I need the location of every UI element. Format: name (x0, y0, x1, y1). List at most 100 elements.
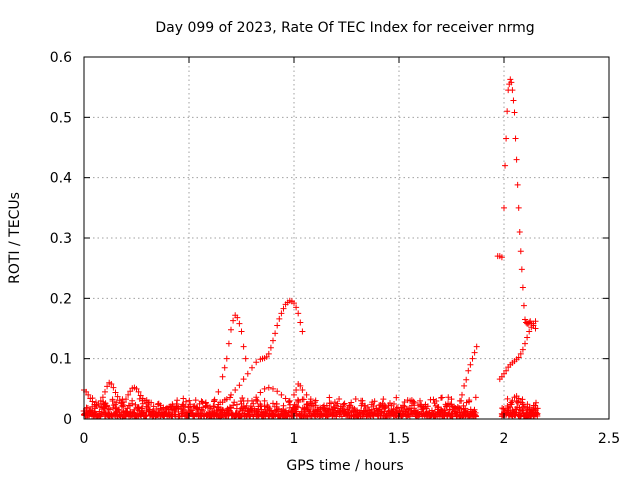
data-point (293, 304, 300, 311)
data-point (276, 315, 283, 322)
data-point (106, 406, 113, 413)
data-point (249, 364, 255, 371)
data-point (524, 334, 531, 341)
data-point (185, 404, 192, 411)
data-point (102, 388, 108, 395)
data-point (430, 396, 437, 403)
data-point (378, 409, 385, 416)
data-point (133, 385, 140, 392)
data-point (526, 404, 533, 411)
data-point (501, 204, 507, 211)
data-point (110, 384, 117, 391)
data-point (341, 400, 348, 407)
data-point (299, 328, 306, 335)
data-point (240, 376, 247, 383)
data-point (291, 300, 297, 307)
data-point (135, 388, 142, 395)
data-point (180, 395, 187, 402)
data-point (340, 401, 347, 408)
y-tick-label: 0.4 (50, 171, 72, 187)
data-point (244, 370, 251, 377)
data-point (135, 404, 142, 411)
data-point (181, 403, 188, 410)
data-point (137, 392, 144, 399)
data-point (458, 397, 465, 404)
data-point (400, 402, 407, 409)
data-point (509, 87, 516, 94)
data-point (522, 340, 528, 347)
data-point (518, 266, 525, 273)
data-point (299, 387, 306, 394)
data-point (210, 403, 217, 410)
axes: 0 0.5 1 1.5 2 2.5 0 0.1 0.2 0.3 0.4 0.5 0.6 (50, 50, 620, 447)
data-point (272, 330, 279, 337)
data-point (391, 401, 398, 408)
data-point (473, 343, 480, 350)
data-point (307, 406, 314, 413)
data-point (211, 396, 218, 403)
data-point (278, 391, 285, 398)
y-tick-label: 0.2 (50, 291, 72, 307)
data-point (139, 400, 146, 407)
data-point (445, 394, 452, 401)
data-points (80, 76, 541, 420)
data-point (312, 402, 319, 409)
data-point (221, 364, 228, 371)
data-point (504, 402, 511, 409)
data-point (504, 395, 511, 402)
data-point (261, 403, 268, 410)
data-point (219, 373, 226, 380)
data-point (110, 402, 117, 409)
data-point (274, 406, 281, 413)
data-point (104, 402, 111, 409)
y-tick-label: 0.1 (50, 352, 72, 368)
data-point (143, 412, 150, 419)
data-point (282, 395, 289, 402)
data-point (502, 162, 509, 169)
data-point (517, 248, 524, 255)
data-point (187, 401, 194, 408)
data-point (228, 391, 234, 398)
data-point (242, 355, 249, 362)
x-tick-label: 1 (290, 431, 299, 447)
data-point (204, 404, 211, 411)
x-tick-label: 0.5 (178, 431, 200, 447)
data-point (223, 355, 230, 362)
data-point (227, 394, 234, 401)
data-point (236, 382, 243, 389)
data-point (155, 401, 162, 408)
data-point (348, 399, 355, 406)
data-point (433, 398, 440, 405)
data-point (295, 404, 302, 411)
data-point (240, 343, 247, 350)
data-point (503, 135, 510, 142)
data-point (512, 135, 519, 142)
data-point (303, 391, 310, 398)
data-point (443, 403, 450, 410)
data-point (351, 405, 358, 412)
data-point (503, 367, 510, 374)
data-point (239, 394, 246, 401)
data-point (112, 389, 119, 396)
data-point (202, 399, 209, 406)
data-point (270, 385, 276, 392)
data-point (274, 388, 281, 395)
y-tick-label: 0 (63, 412, 72, 428)
chart-title: Day 099 of 2023, Rate Of TEC Index for r… (155, 20, 534, 36)
data-point (261, 397, 268, 404)
data-point (511, 109, 518, 116)
data-point (217, 399, 224, 406)
data-point (278, 310, 285, 317)
data-point (221, 396, 228, 403)
data-point (382, 404, 389, 411)
data-point (174, 397, 181, 404)
x-tick-label: 0 (80, 431, 89, 447)
data-point (113, 399, 120, 406)
y-tick-label: 0.5 (50, 110, 72, 126)
data-point (273, 400, 280, 407)
data-point (240, 397, 247, 404)
data-point (510, 97, 517, 104)
data-point (467, 361, 474, 368)
y-axis-label: ROTI / TECUs (7, 192, 23, 284)
